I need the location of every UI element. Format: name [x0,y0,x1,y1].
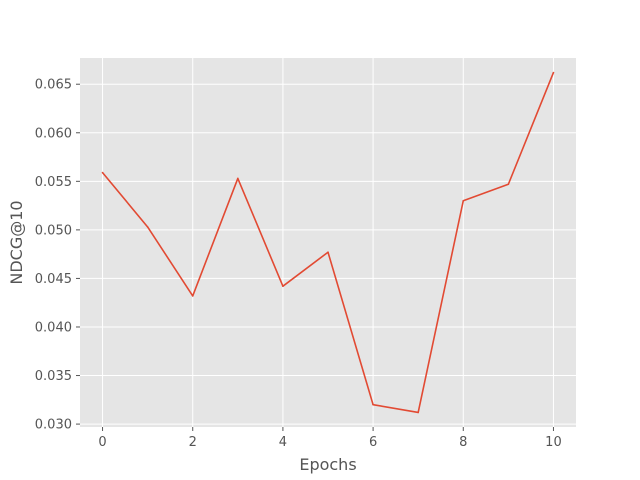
y-tick-label: 0.065 [35,78,72,93]
data-point [101,171,104,174]
data-point [327,251,329,254]
x-tick-label: 0 [98,435,106,450]
data-point [237,177,239,180]
y-tick-label: 0.040 [35,320,72,335]
data-point [146,226,149,228]
plot-area [80,58,576,427]
y-tick-label: 0.035 [35,369,72,384]
data-point [552,71,555,74]
series-group [101,71,555,414]
x-tick-label: 2 [189,435,197,450]
x-axis-label: Epochs [299,455,356,474]
y-tick-label: 0.030 [35,418,72,433]
x-tick-label: 8 [459,435,467,450]
x-tick-label: 4 [279,435,287,450]
y-axis: 0.030 0.035 0.040 0.045 0.050 0.055 0.060 0.065 [35,78,80,433]
data-point [462,199,465,202]
data-point [372,403,374,406]
y-tick-label: 0.050 [35,223,72,238]
x-tick-label: 6 [369,435,377,450]
data-point [191,295,194,297]
data-point [417,411,419,414]
y-tick-label: 0.055 [35,175,72,190]
data-point [282,285,284,287]
y-tick-label: 0.045 [35,272,72,287]
x-axis: 0 2 4 6 8 10 [98,427,562,450]
x-tick-label: 10 [545,435,562,450]
grid [80,58,576,427]
data-point [507,183,510,186]
y-tick-label: 0.060 [35,126,72,141]
y-axis-label: NDCG@10 [7,200,26,284]
